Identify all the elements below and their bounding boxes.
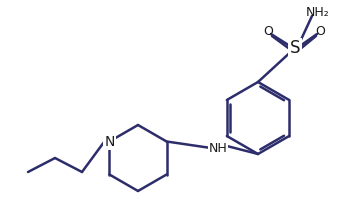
Text: O: O — [315, 24, 325, 37]
Text: S: S — [290, 39, 300, 57]
Text: NH₂: NH₂ — [306, 6, 330, 18]
Text: O: O — [263, 24, 273, 37]
Text: NH: NH — [209, 141, 227, 154]
Text: N: N — [104, 134, 115, 148]
